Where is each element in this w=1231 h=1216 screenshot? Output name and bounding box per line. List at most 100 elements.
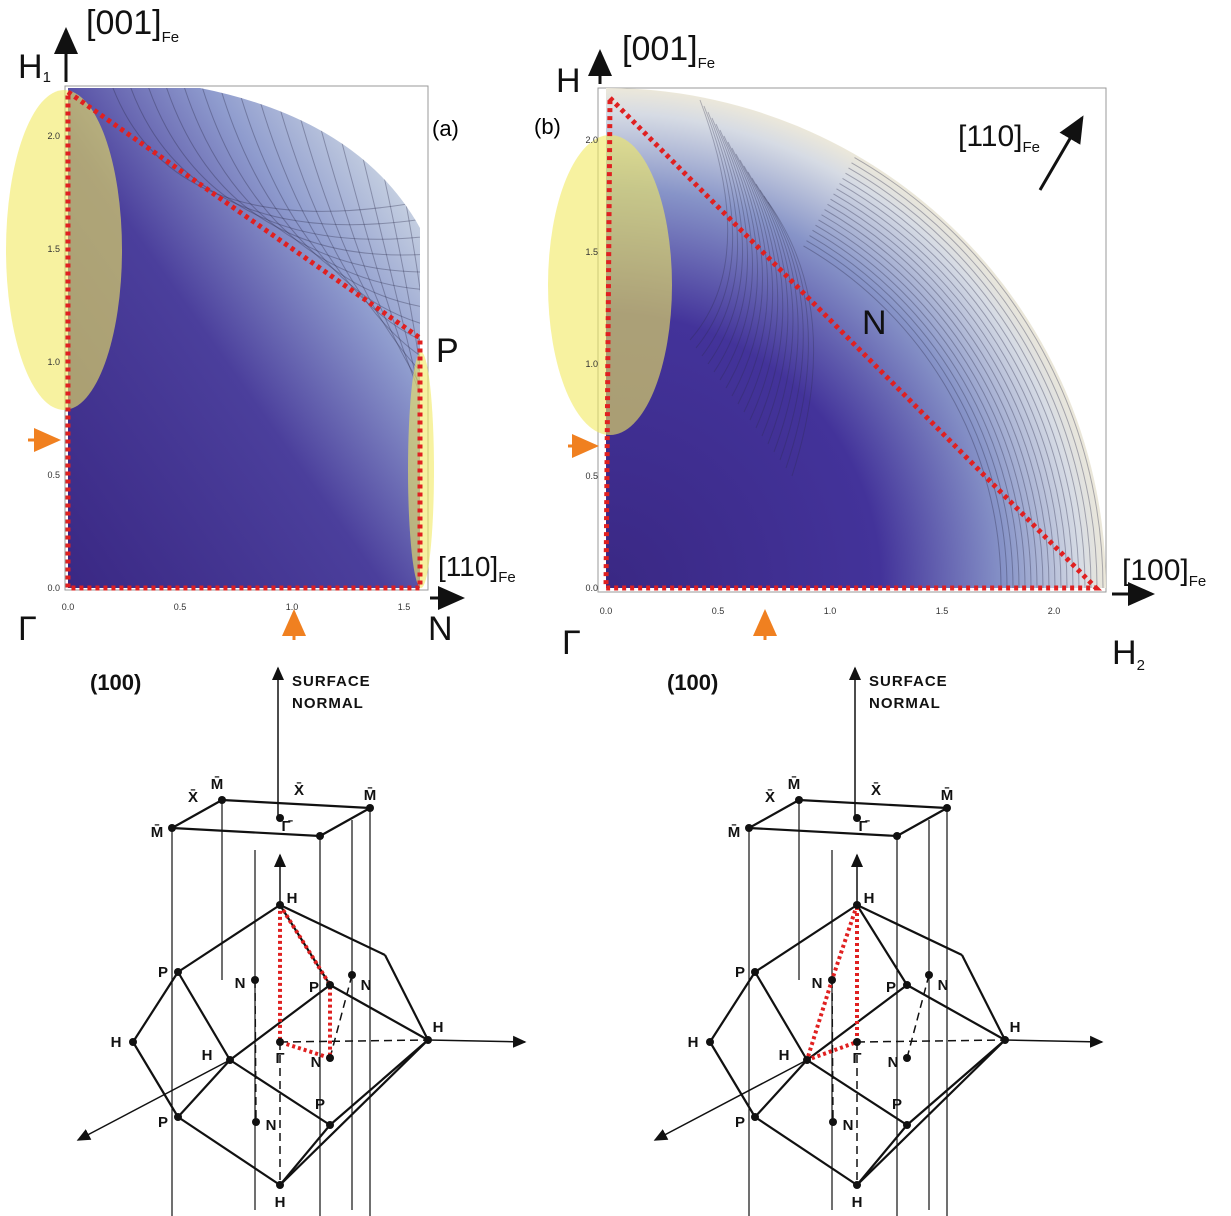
edge [329, 974, 353, 1059]
contour [833, 193, 1062, 588]
edge [754, 1059, 808, 1118]
y-tick-label: 1.0 [585, 359, 598, 369]
contour [854, 157, 1104, 588]
point-label: Γ̄ [858, 818, 870, 835]
contour [845, 172, 1086, 588]
point-label: N [862, 304, 887, 342]
point [903, 981, 911, 989]
region [6, 90, 122, 410]
edge [221, 798, 371, 810]
point-label: M̄ [788, 775, 801, 793]
contour [842, 177, 1080, 588]
edge [896, 807, 948, 837]
direction: [100]Fe [1122, 554, 1206, 590]
point [828, 976, 836, 984]
point-label: M̄ [151, 823, 164, 841]
edge [856, 1124, 908, 1186]
text: [001] [86, 4, 162, 42]
contour [430, 80, 493, 560]
point [745, 824, 753, 832]
contour [836, 188, 1068, 588]
point-label: P [892, 1096, 902, 1113]
point [853, 1181, 861, 1189]
direction: [001]Fe [86, 4, 179, 46]
y-tick-label: 0.0 [585, 583, 598, 593]
contour [851, 162, 1098, 588]
point-label: P [735, 1114, 745, 1131]
point [751, 1113, 759, 1121]
contour [127, 88, 420, 226]
point-label: N [888, 1054, 899, 1071]
edge [279, 1039, 429, 1043]
contour [751, 177, 794, 445]
contour [739, 159, 779, 421]
point-label: X̄ [294, 781, 304, 799]
point-label: P [735, 964, 745, 981]
edge [132, 1041, 179, 1118]
contour [824, 209, 1044, 588]
point [424, 1036, 432, 1044]
point [751, 968, 759, 976]
contour [747, 171, 789, 437]
contour [735, 153, 774, 413]
point-label: H [852, 1194, 863, 1211]
point-label: H [433, 1019, 444, 1036]
contour [803, 245, 1002, 588]
edge [856, 904, 908, 986]
point [168, 824, 176, 832]
text: [001] [622, 30, 698, 68]
contour [719, 129, 753, 381]
x-tick-label: 1.5 [398, 602, 411, 612]
contour [253, 88, 420, 345]
point-label: Γ̄ [281, 818, 293, 835]
y-tick-label: 0.0 [47, 583, 60, 593]
y-tick-label: 0.5 [585, 471, 598, 481]
point [803, 1056, 811, 1064]
axis-label: H1 [18, 48, 51, 86]
contour [713, 123, 748, 373]
y-tick-label: 1.5 [585, 247, 598, 257]
point-label: X̄ [188, 788, 198, 806]
point-label: H [1010, 1019, 1021, 1036]
x-tick-label: 0.5 [712, 606, 725, 616]
x-tick-label: 1.5 [936, 606, 949, 616]
contour [430, 80, 477, 542]
point-label: M̄ [941, 786, 954, 804]
contour [689, 99, 729, 341]
text: Fe [498, 569, 516, 586]
edge [906, 974, 930, 1059]
edge [229, 1059, 331, 1126]
contour [830, 198, 1056, 588]
tag: (a) [432, 116, 459, 141]
point-label: H [864, 890, 875, 907]
contour [812, 229, 1020, 588]
contour [815, 224, 1026, 588]
point-label: X̄ [765, 788, 775, 806]
point [1001, 1036, 1009, 1044]
y-tick-label: 0.5 [47, 470, 60, 480]
axis-arrow [76, 1059, 231, 1141]
contour [767, 201, 815, 477]
edge [709, 971, 756, 1043]
point [795, 796, 803, 804]
contour [731, 147, 769, 405]
edge [856, 1039, 1006, 1186]
text: [110] [958, 120, 1023, 153]
edge [798, 798, 948, 810]
point [943, 804, 951, 812]
bz-diagram: (100) SURFACE NORMAL M̄ X̄ M̄ X̄ M̄ Γ̄ H P N P N H H Γ N H… [76, 666, 527, 1216]
text: Fe [162, 29, 180, 46]
x-tick-label: 0.0 [600, 606, 613, 616]
contour [759, 189, 804, 461]
edge [177, 971, 231, 1061]
point [366, 804, 374, 812]
edge [754, 971, 808, 1061]
contour-fill [68, 88, 420, 588]
point [348, 971, 356, 979]
point [251, 976, 259, 984]
edge [384, 954, 429, 1041]
point [316, 832, 324, 840]
contour [430, 80, 463, 524]
path-line [603, 91, 1103, 591]
